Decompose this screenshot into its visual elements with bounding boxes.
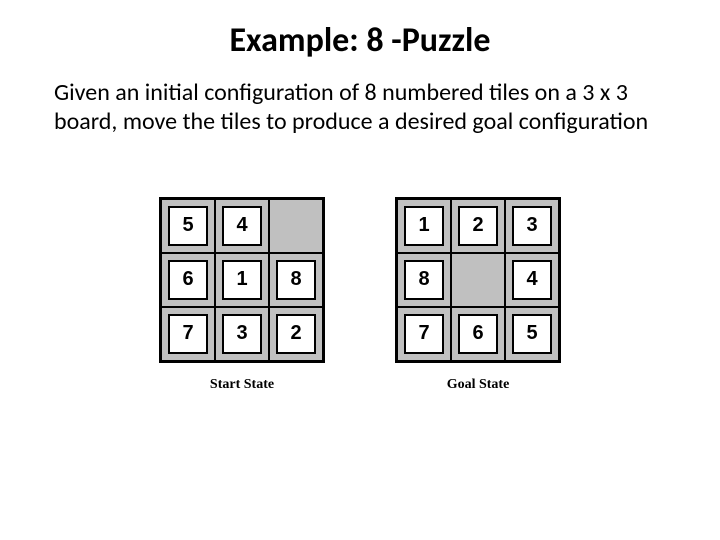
- tile: 8: [276, 260, 316, 300]
- tile: 1: [404, 206, 444, 246]
- tile: 6: [168, 260, 208, 300]
- start-board-wrap: 5 4 6 1 8 7 3 2 Start State: [159, 197, 325, 393]
- empty-cell: [451, 253, 505, 307]
- tile: 4: [222, 206, 262, 246]
- boards-row: 5 4 6 1 8 7 3 2 Start State 1 2 3 8 4 7: [50, 197, 670, 393]
- tile-cell: 1: [215, 253, 269, 307]
- tile-cell: 4: [505, 253, 559, 307]
- goal-board-label: Goal State: [447, 377, 510, 393]
- tile-cell: 6: [161, 253, 215, 307]
- tile: 8: [404, 260, 444, 300]
- start-board: 5 4 6 1 8 7 3 2: [159, 197, 325, 363]
- tile: 3: [222, 314, 262, 354]
- tile-cell: 3: [505, 199, 559, 253]
- tile: 2: [458, 206, 498, 246]
- tile: 7: [404, 314, 444, 354]
- tile-cell: 2: [269, 307, 323, 361]
- tile-cell: 2: [451, 199, 505, 253]
- tile-cell: 6: [451, 307, 505, 361]
- tile-cell: 3: [215, 307, 269, 361]
- tile: 2: [276, 314, 316, 354]
- tile-cell: 8: [269, 253, 323, 307]
- tile-cell: 1: [397, 199, 451, 253]
- tile-cell: 4: [215, 199, 269, 253]
- slide: Example: 8 -Puzzle Given an initial conf…: [0, 0, 720, 540]
- empty-cell: [269, 199, 323, 253]
- tile: 6: [458, 314, 498, 354]
- tile: 1: [222, 260, 262, 300]
- tile-cell: 5: [161, 199, 215, 253]
- slide-title: Example: 8 -Puzzle: [50, 20, 670, 61]
- tile-cell: 5: [505, 307, 559, 361]
- goal-board-wrap: 1 2 3 8 4 7 6 5 Goal State: [395, 197, 561, 393]
- tile: 7: [168, 314, 208, 354]
- tile: 3: [512, 206, 552, 246]
- start-board-label: Start State: [210, 377, 274, 393]
- tile-cell: 7: [397, 307, 451, 361]
- goal-board: 1 2 3 8 4 7 6 5: [395, 197, 561, 363]
- tile-cell: 8: [397, 253, 451, 307]
- tile: 5: [512, 314, 552, 354]
- tile: 4: [512, 260, 552, 300]
- slide-description: Given an initial configuration of 8 numb…: [50, 79, 670, 137]
- tile-cell: 7: [161, 307, 215, 361]
- tile: 5: [168, 206, 208, 246]
